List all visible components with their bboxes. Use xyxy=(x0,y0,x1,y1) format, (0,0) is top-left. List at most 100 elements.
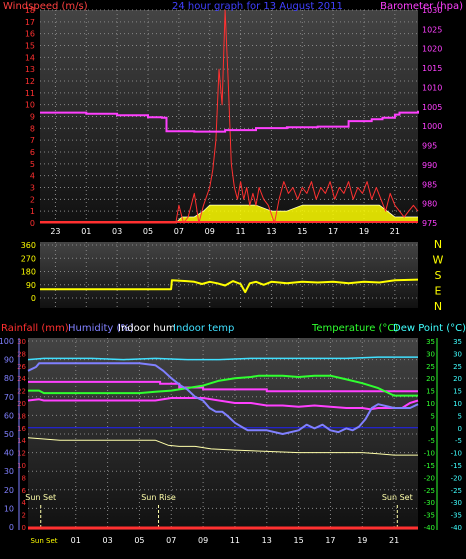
wind-tick-label: 9 xyxy=(30,113,35,122)
dew-tick-label: -15 xyxy=(451,462,462,470)
barometer-line xyxy=(40,110,419,133)
bottom-time-tick-label: 07 xyxy=(166,536,176,545)
time-tick-label: 17 xyxy=(328,227,338,236)
compass-label: S xyxy=(435,269,442,282)
rain-tick-label: 12 xyxy=(17,450,26,458)
humidity-tick-label: 60 xyxy=(4,411,14,420)
rain-tick-label: 6 xyxy=(22,487,27,495)
humidity-tick-label: 30 xyxy=(4,467,14,476)
bottom-left-legend-label: Indoor temp xyxy=(173,323,234,334)
baro-axis-title: Barometer (hpa) xyxy=(380,1,463,12)
temp-tick-label: 15 xyxy=(426,388,435,396)
temp-tick-label: -25 xyxy=(424,487,435,495)
bottom-left-legend-label: Indoor hum xyxy=(118,323,176,334)
baro-tick-label: 995 xyxy=(422,142,437,151)
dew-tick-label: -35 xyxy=(451,512,462,520)
humidity-tick-label: 100 xyxy=(0,337,14,346)
dew-point-line xyxy=(27,397,419,411)
dew-tick-label: 5 xyxy=(458,412,462,420)
bottom-time-tick-label: 15 xyxy=(294,536,304,545)
time-tick-label: 01 xyxy=(81,227,91,236)
dew-tick-label: 35 xyxy=(453,338,462,346)
wind-tick-label: 17 xyxy=(25,18,35,27)
wind-tick-label: 7 xyxy=(30,136,35,145)
humidity-tick-label: 50 xyxy=(4,430,14,439)
compass-label: N xyxy=(434,300,442,313)
wind-tick-label: 14 xyxy=(25,53,35,62)
wind-tick-label: 10 xyxy=(25,101,35,110)
humidity-tick-label: 20 xyxy=(4,486,14,495)
humidity-tick-label: 10 xyxy=(4,504,14,513)
temp-tick-label: 30 xyxy=(426,350,435,358)
time-tick-label: 19 xyxy=(359,227,369,236)
wind-axis-title: Windspeed (m/s) xyxy=(3,1,88,12)
time-tick-label: 23 xyxy=(50,227,60,236)
humidity-tick-label: 0 xyxy=(9,523,14,532)
direction-tick-label: 360 xyxy=(21,241,36,250)
sun-event-label: Sun Rise xyxy=(141,493,176,502)
wind-tick-label: 0 xyxy=(30,219,35,228)
bottom-time-tick-label: 09 xyxy=(198,536,208,545)
time-tick-label: 03 xyxy=(112,227,122,236)
wind-tick-label: 4 xyxy=(30,172,35,181)
temp-tick-label: 25 xyxy=(426,363,435,371)
dew-tick-label: -10 xyxy=(451,450,462,458)
rain-tick-label: 0 xyxy=(22,524,26,532)
wind-tick-label: 1 xyxy=(30,207,35,216)
rain-tick-label: 14 xyxy=(17,437,26,445)
rain-tick-label: 10 xyxy=(17,462,26,470)
time-tick-label: 07 xyxy=(174,227,184,236)
dew-tick-label: -30 xyxy=(451,499,462,507)
dew-tick-label: -20 xyxy=(451,474,462,482)
bottom-left-legend-label: Humidity (%) xyxy=(68,323,134,334)
temp-tick-label: -35 xyxy=(424,512,435,520)
dew-tick-label: 0 xyxy=(458,425,462,433)
wind-tick-label: 16 xyxy=(25,30,35,39)
dew-tick-label: 30 xyxy=(453,350,462,358)
dew-tick-label: 20 xyxy=(453,375,462,383)
wind-tick-label: 2 xyxy=(30,195,35,204)
bottom-time-tick-label: 13 xyxy=(262,536,272,545)
baro-tick-label: 1000 xyxy=(422,122,442,131)
baro-tick-label: 980 xyxy=(422,200,437,209)
bottom-time-tick-label: 01 xyxy=(71,536,81,545)
temp-tick-label: 10 xyxy=(426,400,435,408)
wind-tick-label: 6 xyxy=(30,148,35,157)
rain-tick-label: 22 xyxy=(17,388,26,396)
temp-tick-label: -40 xyxy=(424,524,435,532)
wind-tick-label: 8 xyxy=(30,124,35,133)
indoor-temp-line xyxy=(27,356,418,361)
plot3-area xyxy=(28,338,418,530)
baro-tick-label: 1005 xyxy=(422,103,442,112)
humidity-line xyxy=(27,362,419,435)
wind-tick-label: 11 xyxy=(25,89,35,98)
temp-tick-label: 20 xyxy=(426,375,435,383)
humidity-tick-label: 70 xyxy=(4,393,14,402)
direction-tick-label: 0 xyxy=(31,294,36,303)
time-tick-label: 13 xyxy=(266,227,276,236)
start-label: Sun Set xyxy=(30,537,57,545)
rain-tick-label: 2 xyxy=(22,512,26,520)
baro-tick-label: 1010 xyxy=(422,83,442,92)
low-temp-line xyxy=(27,437,418,456)
compass-label: E xyxy=(435,285,442,298)
wind-tick-label: 5 xyxy=(30,160,35,169)
baro-tick-label: 1025 xyxy=(422,25,442,34)
temp-tick-label: 0 xyxy=(431,425,435,433)
baro-tick-label: 1020 xyxy=(422,45,442,54)
compass-label: N xyxy=(434,238,442,251)
dew-tick-label: 25 xyxy=(453,363,462,371)
rain-tick-label: 26 xyxy=(17,363,26,371)
temp-tick-label: 35 xyxy=(426,338,435,346)
temp-tick-label: -30 xyxy=(424,499,435,507)
humidity-tick-label: 80 xyxy=(4,374,14,383)
wind-tick-label: 3 xyxy=(30,184,35,193)
humidity-tick-label: 40 xyxy=(4,449,14,458)
temp-tick-label: -10 xyxy=(424,450,435,458)
wind-average-area xyxy=(40,205,418,223)
compass-label: W xyxy=(433,254,444,267)
dew-tick-label: 15 xyxy=(453,388,462,396)
dew-tick-label: -25 xyxy=(451,487,462,495)
bottom-time-tick-label: 03 xyxy=(102,536,112,545)
rain-tick-label: 16 xyxy=(17,425,26,433)
